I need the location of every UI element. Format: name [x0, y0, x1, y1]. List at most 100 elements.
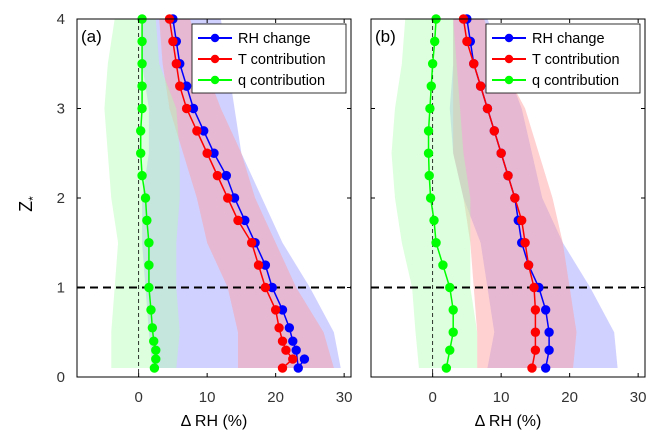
data-point-q-contribution [441, 363, 452, 373]
legend-marker [504, 33, 514, 43]
data-point-rh-change [540, 305, 551, 315]
x-axis-label: Δ RH (%) [181, 413, 248, 430]
x-tick-label: 10 [493, 389, 510, 406]
data-point-rh-change [291, 345, 301, 355]
data-point-q-contribution [431, 238, 441, 248]
data-point-rh-change [544, 327, 554, 337]
data-point-t-contribution [527, 363, 537, 373]
data-point-q-contribution [140, 193, 151, 203]
legend-item: q contribution [198, 73, 325, 89]
data-point-t-contribution [530, 345, 541, 355]
legend-item: RH change [198, 31, 311, 47]
x-tick-label: 20 [267, 389, 284, 406]
data-point-rh-change [221, 170, 232, 181]
data-point-q-contribution [136, 148, 146, 158]
data-point-t-contribution [175, 81, 185, 91]
data-point-t-contribution [171, 59, 182, 69]
data-point-t-contribution [462, 36, 472, 47]
data-point-q-contribution [426, 81, 436, 91]
panel-a: 0 10 20 30 0 1 2 3 4 (a) Δ RH (%) RH change T contri… [57, 11, 353, 430]
data-point-q-contribution [423, 148, 434, 158]
legend-item: RH change [492, 31, 605, 47]
data-point-t-contribution [489, 126, 499, 136]
legend-item: T contribution [198, 52, 326, 68]
data-point-q-contribution [151, 354, 161, 364]
y-axis-label-main: Z [16, 201, 36, 212]
data-point-rh-change [299, 354, 310, 364]
data-point-q-contribution [149, 336, 159, 346]
data-point-t-contribution [192, 126, 202, 136]
data-point-q-contribution [448, 305, 458, 315]
legend-label: RH change [532, 31, 605, 47]
data-point-q-contribution [137, 170, 147, 181]
data-point-q-contribution [425, 193, 436, 203]
data-point-q-contribution [144, 282, 154, 293]
y-tick-label: 1 [57, 280, 65, 297]
legend-label: T contribution [532, 52, 620, 68]
data-point-t-contribution [260, 282, 271, 293]
data-point-t-contribution [168, 36, 178, 47]
data-point-t-contribution [517, 215, 527, 226]
data-point-q-contribution [430, 36, 440, 47]
legend-marker [504, 54, 514, 64]
data-point-rh-change [544, 345, 554, 355]
x-tick-label: 30 [336, 389, 353, 406]
data-point-rh-change [288, 336, 298, 346]
data-point-q-contribution [445, 282, 455, 293]
data-point-t-contribution [482, 103, 493, 114]
x-tick-label: 20 [561, 389, 578, 406]
band-q-contribution [104, 19, 180, 369]
data-point-t-contribution [223, 193, 233, 203]
legend-item: q contribution [492, 73, 619, 89]
y-tick-label: 2 [57, 190, 65, 207]
data-point-t-contribution [469, 59, 479, 69]
legend-label: T contribution [238, 52, 326, 68]
data-point-t-contribution [520, 238, 530, 248]
data-point-t-contribution [510, 193, 520, 203]
data-point-q-contribution [137, 36, 147, 47]
y-axis-label-subscript: * [26, 196, 40, 201]
x-tick-label: 0 [134, 389, 142, 406]
panel-label: (a) [81, 27, 102, 46]
band-q-contribution [391, 19, 478, 369]
y-axis-label: Z* [16, 196, 40, 212]
data-point-q-contribution [136, 126, 146, 136]
data-point-t-contribution [288, 354, 298, 364]
data-point-t-contribution [246, 238, 257, 248]
data-point-t-contribution [212, 170, 223, 181]
data-point-t-contribution [274, 323, 284, 333]
x-tick-label: 10 [199, 389, 216, 406]
data-point-t-contribution [523, 260, 534, 270]
data-point-t-contribution [530, 327, 541, 337]
data-point-q-contribution [423, 126, 434, 136]
data-point-rh-change [284, 323, 295, 333]
data-point-q-contribution [424, 170, 434, 181]
legend-marker [210, 75, 220, 85]
data-point-q-contribution [429, 215, 439, 226]
data-point-q-contribution [146, 305, 156, 315]
legend-marker [504, 75, 514, 85]
data-point-t-contribution [202, 148, 212, 158]
legend-marker [210, 54, 220, 64]
legend-label: q contribution [532, 73, 619, 89]
data-point-t-contribution [253, 260, 264, 270]
data-point-t-contribution [529, 282, 539, 293]
data-point-q-contribution [137, 81, 147, 91]
data-point-t-contribution [496, 148, 506, 158]
band-rh-change [449, 19, 618, 369]
data-point-t-contribution [277, 363, 288, 373]
data-point-rh-change [540, 363, 551, 373]
x-tick-label: 0 [428, 389, 436, 406]
data-point-t-contribution [475, 81, 486, 91]
legend-item: T contribution [492, 52, 620, 68]
data-point-q-contribution [151, 345, 161, 355]
data-point-q-contribution [448, 327, 458, 337]
legend: RH change T contribution q contribution [485, 23, 641, 94]
data-point-q-contribution [425, 103, 435, 114]
data-point-t-contribution [530, 305, 541, 315]
band-t-contribution [159, 19, 334, 369]
data-point-q-contribution [427, 59, 438, 69]
data-point-q-contribution [144, 238, 154, 248]
x-tick-label: 30 [630, 389, 647, 406]
